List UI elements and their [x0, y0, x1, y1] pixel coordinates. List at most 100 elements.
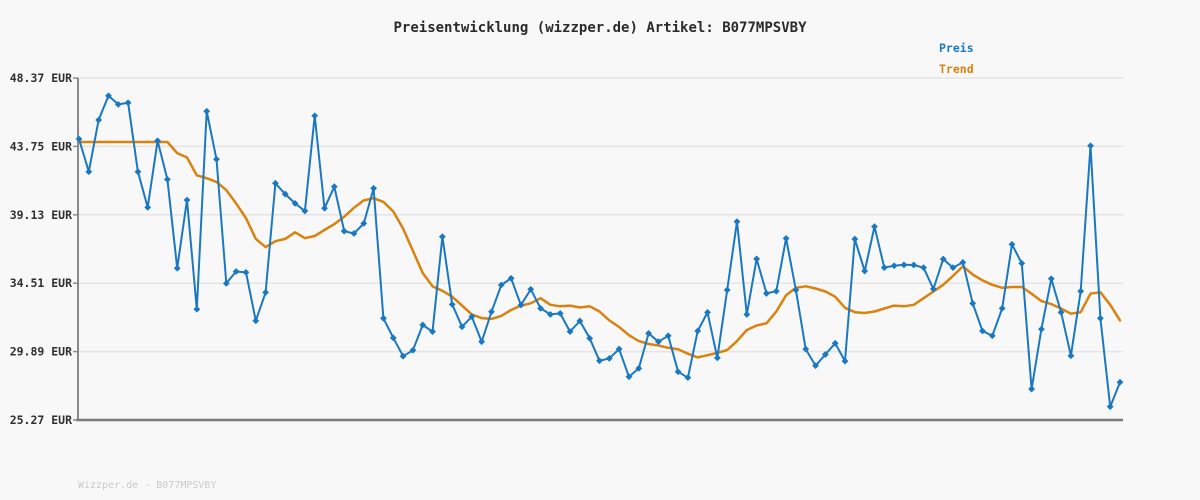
data-point-marker — [291, 200, 299, 207]
data-point-marker — [861, 267, 869, 275]
data-point-marker — [615, 345, 623, 353]
data-point-marker — [468, 313, 476, 321]
data-point-marker — [173, 264, 181, 272]
data-point-marker — [272, 179, 279, 187]
data-point-marker — [1096, 314, 1104, 322]
data-point-marker — [1057, 308, 1065, 316]
data-point-marker — [900, 261, 908, 269]
data-point-marker — [429, 328, 436, 336]
data-point-marker — [969, 299, 977, 307]
data-point-marker — [340, 227, 348, 235]
data-point-marker — [1077, 287, 1085, 295]
data-point-marker — [380, 314, 387, 322]
data-point-marker — [753, 255, 761, 263]
data-point-marker — [763, 290, 770, 297]
data-point-marker — [979, 327, 986, 335]
data-point-marker — [988, 332, 996, 340]
data-point-marker — [625, 373, 633, 381]
data-point-marker — [419, 321, 427, 329]
data-point-marker — [586, 334, 594, 342]
data-point-marker — [635, 364, 643, 372]
data-point-marker — [183, 196, 191, 204]
data-point-marker — [321, 204, 328, 212]
data-point-marker — [517, 301, 525, 309]
data-point-marker — [478, 338, 486, 346]
data-point-marker — [664, 332, 672, 340]
data-point-marker — [733, 218, 741, 226]
data-point-marker — [556, 310, 564, 317]
data-point-marker — [95, 116, 103, 124]
data-point-marker — [1087, 142, 1094, 150]
data-point-marker — [1028, 385, 1036, 393]
watermark-text: Wizzper.de - B077MPSVBY — [78, 480, 217, 491]
data-point-marker — [684, 374, 692, 382]
data-point-marker — [890, 262, 898, 270]
data-point-marker — [920, 264, 927, 272]
data-point-marker — [1106, 403, 1114, 411]
data-point-marker — [831, 339, 839, 347]
data-point-marker — [812, 362, 819, 370]
data-point-marker — [1067, 352, 1075, 360]
data-point-marker — [1047, 275, 1055, 283]
data-point-marker — [851, 235, 859, 243]
data-point-marker — [674, 368, 682, 376]
data-point-marker — [546, 311, 554, 318]
data-point-marker — [350, 230, 358, 237]
y-tick-label: 34.51 EUR — [10, 276, 72, 290]
data-point-marker — [723, 286, 731, 294]
data-point-marker — [507, 274, 515, 282]
data-point-marker — [232, 268, 240, 275]
data-point-marker — [124, 99, 132, 107]
data-point-marker — [566, 328, 574, 336]
data-point-marker — [1038, 325, 1045, 333]
data-point-marker — [252, 317, 260, 325]
data-point-marker — [949, 264, 957, 272]
data-point-marker — [871, 223, 878, 231]
data-point-marker — [301, 207, 309, 215]
data-point-marker — [389, 334, 397, 342]
data-point-marker — [448, 300, 456, 308]
data-point-marker — [792, 286, 800, 294]
data-point-marker — [163, 176, 171, 183]
data-point-marker — [596, 357, 603, 365]
data-point-marker — [1116, 378, 1124, 386]
chart-legend: Preis Trend — [939, 38, 974, 80]
data-point-marker — [537, 304, 544, 312]
data-point-marker — [694, 327, 702, 335]
data-point-marker — [85, 168, 93, 176]
data-point-marker — [1008, 241, 1016, 248]
data-point-marker — [713, 354, 721, 362]
y-tick-label: 39.13 EUR — [10, 208, 72, 222]
y-tick-label: 25.27 EUR — [10, 413, 72, 427]
data-point-marker — [527, 285, 535, 293]
data-point-marker — [998, 304, 1006, 312]
y-tick-label: 48.37 EUR — [10, 71, 72, 85]
data-point-marker — [75, 135, 83, 143]
data-point-marker — [203, 107, 211, 115]
data-point-marker — [910, 261, 918, 269]
data-point-marker — [370, 184, 378, 192]
data-point-marker — [105, 92, 112, 100]
data-point-marker — [134, 168, 142, 176]
data-point-marker — [930, 285, 937, 293]
data-point-marker — [262, 288, 269, 296]
data-point-marker — [959, 258, 967, 266]
data-point-marker — [655, 338, 662, 346]
data-point-marker — [576, 317, 584, 325]
data-point-marker — [222, 279, 230, 287]
data-point-marker — [281, 190, 289, 198]
data-point-marker — [242, 268, 250, 276]
data-point-marker — [399, 352, 407, 360]
legend-item-trend: Trend — [939, 62, 974, 76]
data-point-marker — [821, 351, 829, 358]
data-point-marker — [438, 233, 446, 241]
data-point-marker — [488, 308, 495, 316]
data-point-marker — [330, 183, 338, 191]
series-line-trend — [77, 140, 1122, 359]
data-point-marker — [645, 329, 653, 337]
data-point-marker — [458, 323, 466, 331]
data-point-marker — [114, 100, 122, 108]
y-tick-label: 43.75 EUR — [10, 139, 72, 153]
data-point-marker — [193, 305, 201, 313]
data-point-marker — [782, 234, 790, 242]
